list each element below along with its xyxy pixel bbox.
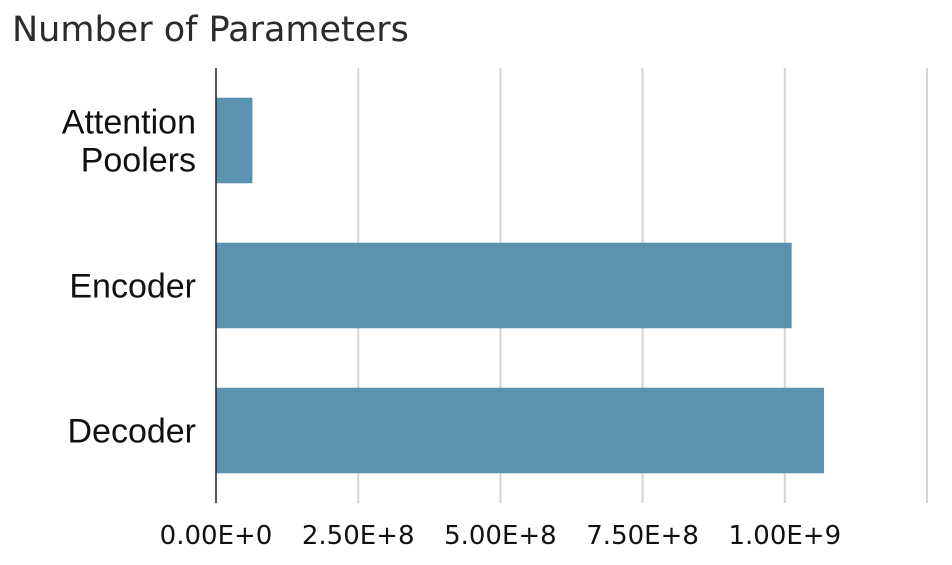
bars bbox=[216, 97, 825, 474]
chart-title: Number of Parameters bbox=[12, 10, 409, 50]
bar bbox=[216, 387, 825, 474]
category-label: Encoder bbox=[69, 268, 196, 306]
x-tick-label: 5.00E+8 bbox=[444, 521, 557, 551]
bar bbox=[216, 242, 792, 329]
bar bbox=[216, 97, 253, 184]
x-tick-labels: 0.00E+0 2.50E+8 5.00E+8 7.50E+8 1.00E+9 bbox=[160, 521, 841, 551]
category-label: Decoder bbox=[67, 413, 196, 451]
category-label: Attention bbox=[62, 104, 196, 142]
x-tick-label: 7.50E+8 bbox=[586, 521, 699, 551]
category-label: Poolers bbox=[81, 142, 196, 180]
x-tick-label: 0.00E+0 bbox=[160, 521, 273, 551]
x-tick-label: 1.00E+9 bbox=[728, 521, 841, 551]
x-tick-label: 2.50E+8 bbox=[302, 521, 415, 551]
